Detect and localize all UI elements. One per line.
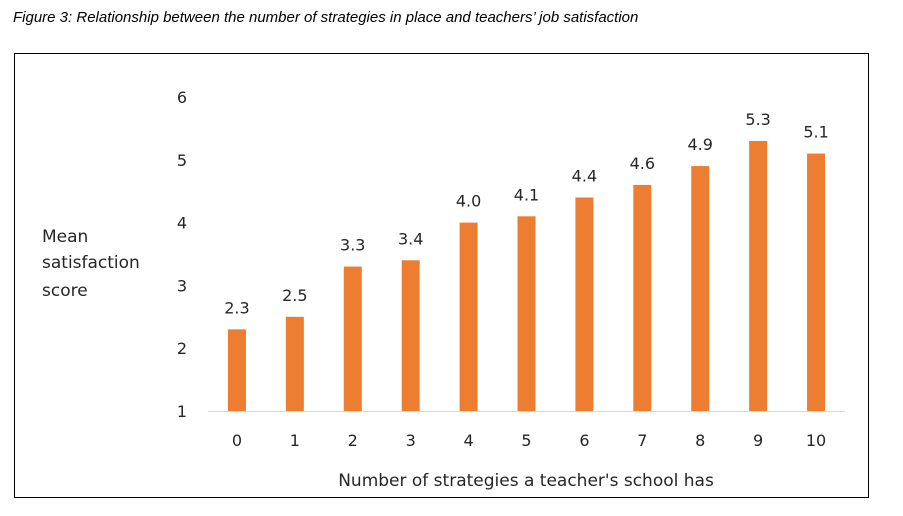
data-label: 2.3 <box>224 298 249 317</box>
y-axis-label: Mean satisfaction score <box>42 227 140 301</box>
y-axis-ticks: 1 2 3 4 5 6 <box>177 88 187 421</box>
data-label: 4.4 <box>572 166 597 185</box>
data-label: 4.6 <box>630 154 655 173</box>
bar-10 <box>807 153 826 411</box>
y-axis-label-line-1: Mean <box>42 227 88 247</box>
data-label: 3.4 <box>398 229 423 248</box>
bar-4 <box>459 222 478 411</box>
data-label: 2.5 <box>282 286 307 305</box>
y-tick-label: 1 <box>177 402 187 421</box>
bar-7 <box>633 184 652 411</box>
x-tick-label: 8 <box>695 431 705 450</box>
x-tick-label: 4 <box>463 431 473 450</box>
x-tick-label: 0 <box>232 431 242 450</box>
y-axis-label-line-2: satisfaction <box>42 253 140 273</box>
data-label: 4.9 <box>688 135 713 154</box>
x-tick-label: 9 <box>753 431 763 450</box>
x-tick-label: 3 <box>406 431 416 450</box>
bar-3 <box>401 260 420 411</box>
y-tick-label: 4 <box>177 214 187 233</box>
y-tick-label: 5 <box>177 151 187 170</box>
y-tick-label: 3 <box>177 276 187 295</box>
data-label: 3.3 <box>340 236 365 255</box>
y-tick-label: 2 <box>177 339 187 358</box>
bar-6 <box>575 197 594 411</box>
figure-title: Figure 3: Relationship between the numbe… <box>13 9 639 26</box>
bar-9 <box>749 140 768 411</box>
bar-1 <box>285 316 304 411</box>
x-axis-label: Number of strategies a teacher's school … <box>338 471 714 491</box>
bar-0 <box>227 329 246 411</box>
bars <box>227 140 826 411</box>
x-axis-ticks: 0 1 2 3 4 5 6 7 8 9 10 <box>232 431 826 450</box>
y-tick-label: 6 <box>177 88 187 107</box>
data-label: 4.1 <box>514 185 539 204</box>
x-tick-label: 5 <box>521 431 531 450</box>
data-labels: 2.3 2.5 3.3 3.4 4.0 4.1 4.4 4.6 4.9 5.3 5.1 <box>224 110 829 317</box>
data-label: 5.1 <box>803 123 828 142</box>
bar-5 <box>517 216 536 411</box>
x-tick-label: 1 <box>290 431 300 450</box>
x-tick-label: 2 <box>348 431 358 450</box>
x-tick-label: 6 <box>579 431 589 450</box>
x-tick-label: 7 <box>637 431 647 450</box>
x-tick-label: 10 <box>806 431 826 450</box>
y-axis-label-line-3: score <box>42 281 88 301</box>
data-label: 4.0 <box>456 192 481 211</box>
bar-2 <box>343 266 362 411</box>
bar-8 <box>691 166 710 411</box>
data-label: 5.3 <box>745 110 770 129</box>
chart-frame <box>14 53 869 498</box>
